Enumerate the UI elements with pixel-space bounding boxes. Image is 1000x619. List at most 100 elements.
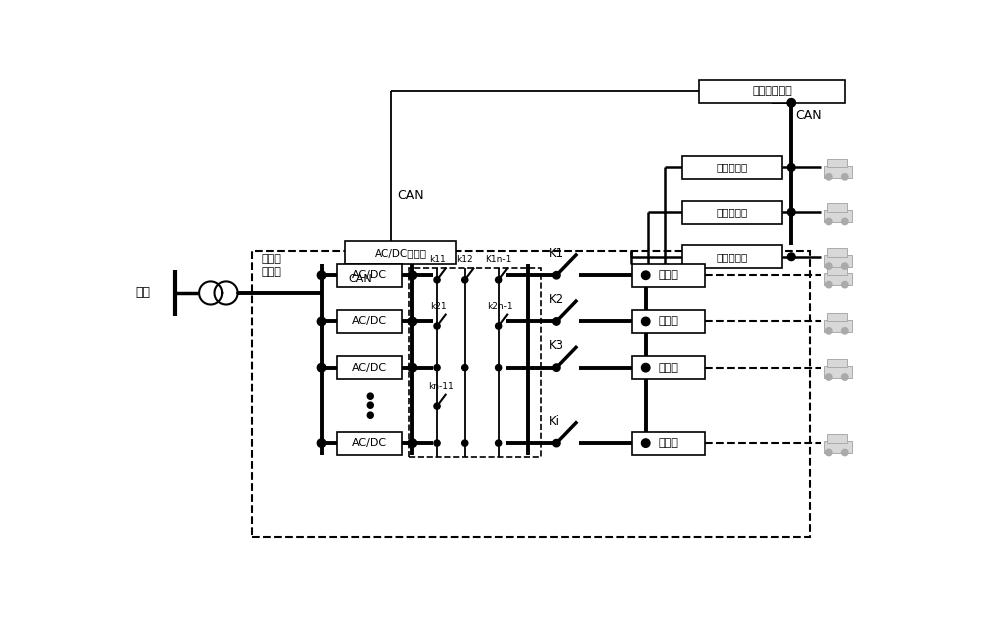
Circle shape xyxy=(553,318,560,325)
FancyBboxPatch shape xyxy=(682,201,782,223)
Circle shape xyxy=(408,363,417,372)
Text: 电池箱: 电池箱 xyxy=(658,438,678,448)
Text: CAN: CAN xyxy=(348,274,372,284)
Circle shape xyxy=(317,439,326,448)
FancyBboxPatch shape xyxy=(827,248,847,256)
Circle shape xyxy=(842,173,848,180)
FancyBboxPatch shape xyxy=(337,356,402,379)
Text: k12: k12 xyxy=(456,254,473,264)
Text: K3: K3 xyxy=(549,339,564,352)
FancyBboxPatch shape xyxy=(337,310,402,333)
Text: K1: K1 xyxy=(549,247,564,260)
Text: 充电桩控制器: 充电桩控制器 xyxy=(752,86,792,96)
Circle shape xyxy=(842,219,848,225)
Circle shape xyxy=(842,449,848,456)
Circle shape xyxy=(496,323,502,329)
Circle shape xyxy=(842,327,848,334)
Circle shape xyxy=(641,439,650,448)
Circle shape xyxy=(317,317,326,326)
Text: k11: k11 xyxy=(429,254,445,264)
FancyBboxPatch shape xyxy=(827,267,847,275)
FancyBboxPatch shape xyxy=(827,159,847,167)
FancyBboxPatch shape xyxy=(824,366,852,378)
Text: CAN: CAN xyxy=(795,109,822,122)
Circle shape xyxy=(462,277,468,283)
Text: 充换电
集装箱: 充换电 集装箱 xyxy=(261,254,281,277)
Circle shape xyxy=(842,263,848,269)
Circle shape xyxy=(434,440,440,446)
Circle shape xyxy=(842,374,848,380)
Text: 电池箱: 电池箱 xyxy=(658,363,678,373)
FancyBboxPatch shape xyxy=(824,166,852,178)
Circle shape xyxy=(826,173,832,180)
Text: 充电桩终端: 充电桩终端 xyxy=(716,162,748,173)
Text: 充电桩终端: 充电桩终端 xyxy=(716,207,748,217)
Circle shape xyxy=(434,323,440,329)
Circle shape xyxy=(553,272,560,279)
Circle shape xyxy=(787,208,795,216)
Text: 电池箱: 电池箱 xyxy=(658,316,678,326)
Text: AC/DC控制器: AC/DC控制器 xyxy=(374,248,426,258)
Circle shape xyxy=(641,271,650,280)
Text: k2n-1: k2n-1 xyxy=(487,301,513,311)
Circle shape xyxy=(496,277,502,283)
FancyBboxPatch shape xyxy=(682,156,782,179)
Text: kn-11: kn-11 xyxy=(428,382,454,391)
FancyBboxPatch shape xyxy=(337,431,402,455)
Circle shape xyxy=(826,327,832,334)
Circle shape xyxy=(496,440,502,446)
Text: 电池箱: 电池箱 xyxy=(658,271,678,280)
FancyBboxPatch shape xyxy=(824,319,852,332)
Circle shape xyxy=(826,263,832,269)
FancyBboxPatch shape xyxy=(632,431,705,455)
Circle shape xyxy=(826,219,832,225)
Text: AC/DC: AC/DC xyxy=(352,316,387,326)
Circle shape xyxy=(553,439,560,447)
Circle shape xyxy=(842,282,848,288)
Text: AC/DC: AC/DC xyxy=(352,438,387,448)
Text: K2: K2 xyxy=(549,293,564,306)
Circle shape xyxy=(826,282,832,288)
Circle shape xyxy=(496,365,502,371)
FancyBboxPatch shape xyxy=(827,359,847,368)
Circle shape xyxy=(826,449,832,456)
Circle shape xyxy=(553,364,560,371)
Text: K1n-1: K1n-1 xyxy=(485,254,512,264)
FancyBboxPatch shape xyxy=(632,310,705,333)
Circle shape xyxy=(462,440,468,446)
Text: 电网: 电网 xyxy=(135,287,150,300)
Circle shape xyxy=(434,277,440,283)
Text: k21: k21 xyxy=(430,301,447,311)
FancyBboxPatch shape xyxy=(632,356,705,379)
Text: AC/DC: AC/DC xyxy=(352,363,387,373)
FancyBboxPatch shape xyxy=(632,264,705,287)
Circle shape xyxy=(434,403,440,409)
FancyBboxPatch shape xyxy=(827,313,847,321)
Text: AC/DC: AC/DC xyxy=(352,271,387,280)
Circle shape xyxy=(462,365,468,371)
Circle shape xyxy=(317,363,326,372)
Circle shape xyxy=(787,163,795,171)
FancyBboxPatch shape xyxy=(824,255,852,267)
FancyBboxPatch shape xyxy=(827,435,847,443)
Circle shape xyxy=(787,98,795,107)
Circle shape xyxy=(641,363,650,372)
Text: Ki: Ki xyxy=(549,415,560,428)
Circle shape xyxy=(317,271,326,280)
Circle shape xyxy=(787,253,795,261)
Circle shape xyxy=(434,365,440,371)
Circle shape xyxy=(408,439,417,448)
FancyBboxPatch shape xyxy=(824,210,852,222)
FancyBboxPatch shape xyxy=(682,245,782,268)
FancyBboxPatch shape xyxy=(824,441,852,453)
FancyBboxPatch shape xyxy=(824,274,852,285)
Text: 充电桩终端: 充电桩终端 xyxy=(716,252,748,262)
FancyBboxPatch shape xyxy=(345,241,456,264)
FancyBboxPatch shape xyxy=(827,204,847,212)
FancyBboxPatch shape xyxy=(699,80,845,103)
Circle shape xyxy=(408,317,417,326)
Circle shape xyxy=(826,374,832,380)
Text: CAN: CAN xyxy=(397,189,424,202)
Circle shape xyxy=(641,317,650,326)
Circle shape xyxy=(408,271,417,280)
